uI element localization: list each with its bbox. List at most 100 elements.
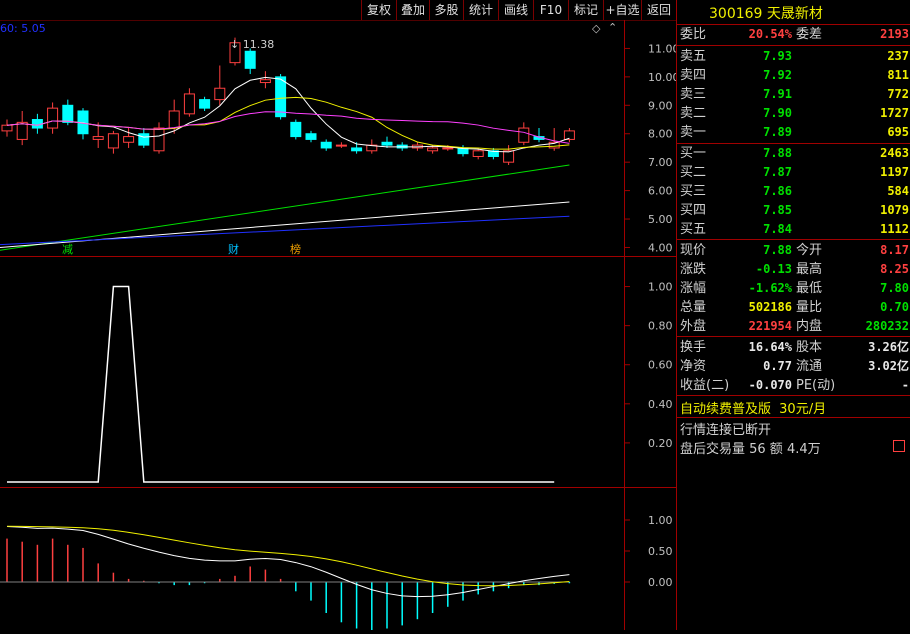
weibi-row: 委比 20.54% 委差 2193 [677,25,910,44]
event-mark-reduce[interactable]: 减 [62,243,73,256]
finance-value: 0.77 [763,359,792,373]
candle-body [427,147,439,152]
candle-body [381,141,393,146]
sell-order-row: 卖五 7.93 237 [677,47,910,66]
candle-body [351,147,363,152]
event-mark-list[interactable]: 榜 [290,243,301,256]
candle-body [123,136,135,143]
order-price: 7.87 [763,165,792,179]
stat-label: 量比 [796,300,823,315]
order-price: 7.86 [763,184,792,198]
order-price: 7.92 [763,68,792,82]
candle-body [199,99,211,109]
main-price-panel: 11.00 10.00 9.00 8.00 7.00 6.00 5.00 4.00 [0,37,680,254]
detail-icon[interactable] [893,440,905,452]
candle-body [335,144,347,147]
promo-banner[interactable]: 自动续费普及版 30元/月 [680,398,826,417]
order-price: 7.90 [763,106,792,120]
candle-body [244,50,256,69]
order-volume: 811 [887,68,909,82]
candle-body [92,136,104,140]
diamond-icon[interactable]: ◇ [592,22,601,35]
stat-label: 今开 [796,243,823,258]
ma30-line [0,164,570,251]
kline-chart[interactable]: 11.00 10.00 9.00 8.00 7.00 6.00 5.00 4.00 1.00 0… [0,19,680,632]
price-tick-label: 9.00 [648,99,673,112]
order-level-label: 买三 [680,184,707,199]
event-mark-finance[interactable]: 财 [228,243,239,256]
divider [677,395,910,396]
chart-area[interactable]: 11.00 10.00 9.00 8.00 7.00 6.00 5.00 4.00 1.00 0… [0,19,680,632]
order-level-label: 卖三 [680,87,707,102]
stat-value: 7.80 [880,281,909,295]
chevron-up-icon[interactable]: ⌃ [608,21,618,34]
candle-body [107,133,119,149]
order-level-label: 卖五 [680,49,707,64]
stat-value: 7.88 [763,243,792,257]
order-volume: 2463 [880,146,909,160]
price-tick-label: 5.00 [648,213,673,226]
finance-value: -0.070 [748,378,792,392]
divider [677,239,910,240]
candle-body [1,124,13,132]
overlay-button[interactable]: 叠加 [396,0,429,20]
candle-body [138,133,150,146]
buy-order-row: 买四 7.85 1079 [677,201,910,220]
weicha-value: 2193 [880,27,909,41]
ma20-line [6,111,570,144]
finance-value: 3.26亿 [868,340,909,354]
ind1-tick-label: 0.80 [648,320,673,333]
stat-label: 总量 [680,300,707,315]
multi-stock-button[interactable]: 多股 [429,0,463,20]
stat-value: 221954 [748,319,792,333]
buy-order-row: 买五 7.84 1112 [677,220,910,239]
top-toolbar: 复权 叠加 多股 统计 画线 F10 标记 +自选 返回 [0,0,676,20]
price-tick-label: 8.00 [648,128,673,141]
arrow-down-icon: ↓ [230,38,240,51]
fuquan-button[interactable]: 复权 [361,0,396,20]
mark-button[interactable]: 标记 [568,0,603,20]
order-volume: 772 [887,87,909,101]
stat-value: 8.17 [880,243,909,257]
divider [677,143,910,144]
stat-value: -1.62% [748,281,792,295]
price-tick-label: 7.00 [648,156,673,169]
candle-body [214,87,226,101]
promo-price: 30元/月 [779,402,827,417]
price-tick-label: 11.00 [648,42,676,55]
stat-label: 涨跌 [680,262,707,277]
candle-body [153,127,165,152]
add-watchlist-button[interactable]: +自选 [603,0,641,20]
price-tick-label: 6.00 [648,185,673,198]
divider [677,336,910,337]
order-price: 7.93 [763,49,792,63]
finance-label: 股本 [796,340,823,355]
candle-body [183,93,195,115]
high-price-value: 11.38 [242,38,275,51]
candle-body [518,127,530,143]
stat-row: 外盘 221954 内盘 280232 [677,317,910,336]
weibi-label: 委比 [680,27,707,42]
order-volume: 1112 [880,222,909,236]
ind2-tick-label: 0.50 [648,545,673,558]
ind1-tick-label: 0.20 [648,437,673,450]
high-price-marker: ↓ 11.38 [230,38,274,51]
finance-value: 3.02亿 [868,359,909,373]
draw-line-button[interactable]: 画线 [498,0,533,20]
order-price: 7.88 [763,146,792,160]
back-button[interactable]: 返回 [641,0,676,20]
candle-body [16,121,28,140]
price-tick-label: 10.00 [648,71,676,84]
stat-value: 280232 [865,319,909,333]
divider [677,417,910,418]
f10-button[interactable]: F10 [533,0,568,20]
order-volume: 584 [887,184,909,198]
ind1-tick-label: 0.40 [648,398,673,411]
ma120-line [0,215,570,246]
candle-body [563,130,575,140]
candle-body [320,141,332,149]
statistics-button[interactable]: 统计 [463,0,498,20]
buy-order-row: 买二 7.87 1197 [677,163,910,182]
stat-value: -0.13 [755,262,792,276]
stat-row: 总量 502186 量比 0.70 [677,298,910,317]
